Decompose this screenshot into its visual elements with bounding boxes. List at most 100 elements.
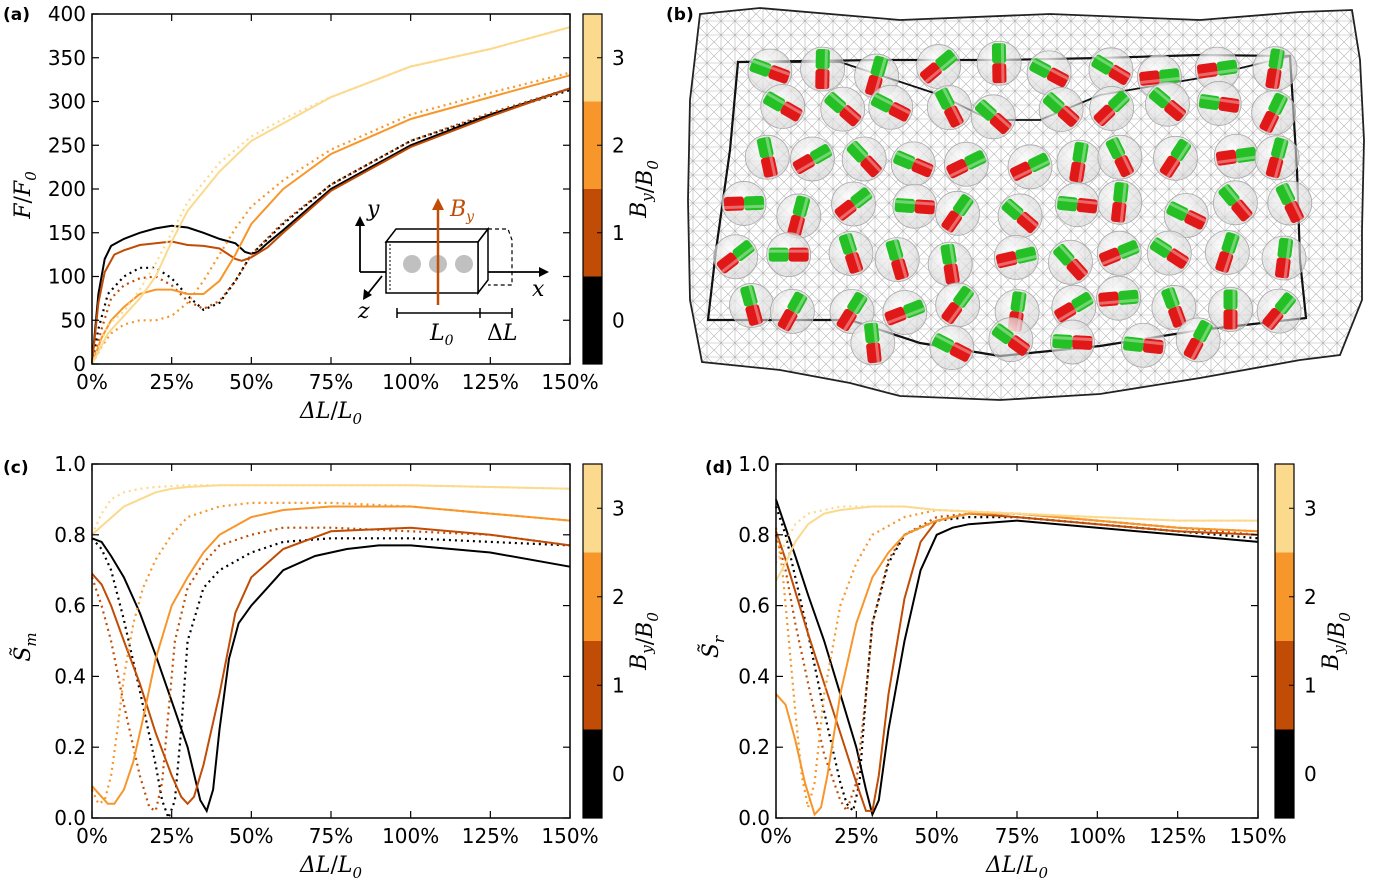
magnetic-rod-icon: [1054, 182, 1100, 228]
colorbar-frame: [1274, 463, 1295, 819]
particle-icon: [455, 255, 473, 273]
colorbar-label: By/B0: [627, 160, 662, 219]
magnetic-particles: [713, 40, 1313, 370]
series-line-c-0: [91, 537, 571, 814]
magnetic-rod-icon: [976, 40, 1022, 86]
magnetic-rod-icon: [1261, 235, 1307, 281]
y-tick-label: 0.2: [738, 735, 770, 759]
series-line-c-4: [91, 505, 571, 805]
y-tick-label: 0.0: [54, 806, 86, 830]
magnetic-rod-icon: [828, 230, 874, 276]
magnetic-rod-icon: [820, 86, 866, 132]
colorbar-tick-label: 3: [1304, 496, 1317, 520]
y-tick-label: 1.0: [738, 452, 770, 476]
plot-frame-c: [91, 463, 571, 819]
magnetic-rod-icon: [874, 237, 920, 283]
x-tick-label: 75%: [309, 370, 353, 394]
x-arrowhead-icon: [539, 267, 549, 277]
magnetic-rod-icon: [1146, 230, 1192, 276]
sample-schematic-inset: y x z By L0 ΔL: [355, 197, 549, 349]
magnetic-rod-icon: [1196, 81, 1242, 126]
magnetic-rod-icon: [935, 190, 980, 236]
stretched-outline: [488, 228, 513, 286]
magnetic-rod-icon: [713, 234, 759, 280]
colorbar-segment: [583, 552, 602, 641]
x-tick-label: 25%: [149, 824, 193, 848]
y-tick-label: 0.2: [54, 735, 86, 759]
colorbar-segment: [583, 464, 602, 553]
series-line-d-4: [775, 512, 1259, 817]
colorbar-label: By/B0: [627, 612, 662, 671]
magnetic-rod-icon: [1038, 87, 1084, 132]
y-tick-label: 0.6: [738, 594, 770, 618]
magnetic-rod-icon: [926, 85, 972, 131]
y-tick-label: 50: [61, 308, 86, 332]
magnetic-rod-icon: [729, 283, 774, 328]
z-arrowhead-icon: [363, 289, 372, 300]
magnetic-rod-icon: [1213, 133, 1259, 179]
series-line-c-5: [90, 501, 571, 806]
series-line-a-1: [90, 89, 571, 365]
x-tick-label: 125%: [462, 370, 519, 394]
magnetic-rod-icon: [1051, 284, 1097, 330]
inset-z-label: z: [357, 299, 370, 324]
colorbar-tick-label: 1: [612, 221, 625, 245]
colorbar-c: 0 1 2 3 By/B0: [582, 463, 662, 819]
y-tick-label: 400: [48, 2, 86, 26]
magnetic-rod-icon: [1120, 322, 1166, 368]
colorbar-segment: [583, 729, 602, 818]
x-tick-label: 125%: [462, 824, 519, 848]
magnetic-rod-icon: [993, 235, 1039, 280]
magnetic-rod-icon: [1050, 319, 1095, 365]
inset-y-label: y: [366, 197, 380, 222]
x-tick-label: 0%: [76, 370, 108, 394]
series-line-c-3: [90, 526, 571, 813]
y-tick-label: 250: [48, 133, 86, 157]
mesh-front-face: [706, 53, 1308, 358]
y-axis-label: S̃r: [698, 635, 728, 658]
inset-x-label: x: [532, 277, 545, 302]
inset-dl-label: ΔL: [487, 321, 518, 346]
magnetic-rod-icon: [776, 193, 822, 239]
y-axis-label: F/F0: [11, 171, 40, 220]
particle-icon: [403, 255, 421, 273]
panel-c-order-plot: 0% 25% 50% 75% 100% 125% 150% 0.0 0.2 0.4 0.6 0.8 1.…: [10, 452, 599, 882]
panel-a-force-plot: 0% 25% 50% 75% 100% 125% 150% 0 50 100 150 200 250 30…: [11, 2, 599, 428]
magnetic-rod-icon: [1048, 239, 1093, 285]
panel-d-order-plot: 0% 25% 50% 75% 100% 125% 150% 0.0 0.2 0.4 0.6 0.8 1.…: [698, 452, 1287, 882]
magnetic-rod-icon: [747, 48, 793, 94]
colorbar-label: By/B0: [1319, 612, 1354, 671]
series-line-d-5: [774, 508, 1259, 808]
y-tick-label: 0: [73, 352, 86, 376]
magnetic-rod-icon: [1096, 275, 1141, 321]
magnetic-rod-icon: [1213, 180, 1258, 226]
panel-label-b: (b): [666, 5, 694, 25]
magnetic-rod-icon: [770, 288, 815, 334]
series-line-a-2: [91, 87, 571, 365]
x-tick-label: 125%: [1149, 824, 1206, 848]
x-axis-label: ΔL/L0: [299, 853, 363, 882]
y-tick-label: 100: [48, 265, 86, 289]
magnetic-rod-icon: [1145, 81, 1190, 127]
y-tick-label: 0.4: [738, 664, 770, 688]
magnetic-rod-icon: [1097, 134, 1143, 180]
colorbar-frame: [582, 463, 603, 819]
colorbar-tick-label: 0: [612, 308, 625, 332]
colorbar-tick-label: 1: [612, 673, 625, 697]
y-tick-label: 0.8: [54, 523, 86, 547]
colorbar-segment: [1275, 641, 1294, 730]
magnetic-rod-icon: [916, 44, 961, 89]
colorbar-tick-label: 3: [612, 496, 625, 520]
magnetic-rod-icon: [1026, 50, 1072, 96]
panel-label-a: (a): [3, 5, 30, 25]
magnetic-rod-icon: [1096, 230, 1142, 276]
x-tick-label: 75%: [309, 824, 353, 848]
colorbar-segment: [583, 189, 602, 277]
colorbar-segment: [583, 641, 602, 730]
magnetic-rod-icon: [935, 282, 981, 328]
series-line-a-7: [90, 26, 571, 365]
colorbar-segment: [1275, 552, 1294, 641]
x-tick-label: 100%: [1069, 824, 1126, 848]
colorbar-segment: [1275, 729, 1294, 818]
